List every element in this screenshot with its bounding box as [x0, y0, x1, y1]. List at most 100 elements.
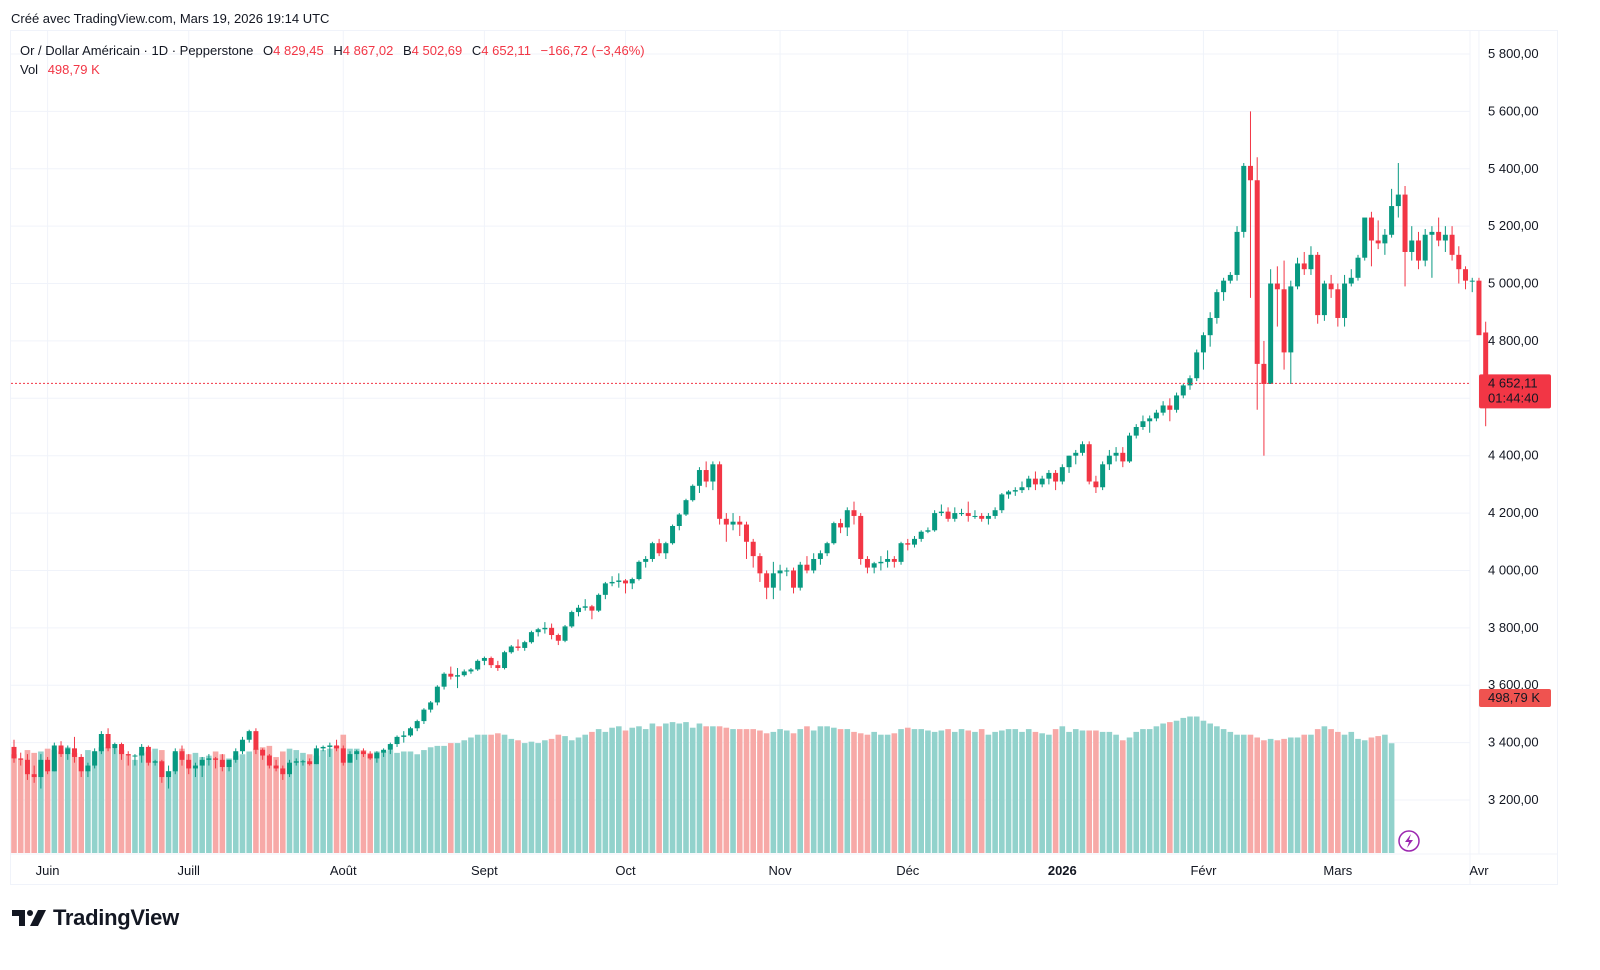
candle-body	[1160, 405, 1166, 413]
candle	[468, 668, 474, 674]
candle	[1100, 461, 1106, 491]
candle-body	[1066, 455, 1072, 468]
volume-bar	[1375, 736, 1381, 853]
candle	[1436, 217, 1442, 247]
candle-body	[455, 675, 461, 677]
volume-bar	[98, 747, 105, 853]
volume-bar	[159, 750, 165, 853]
candle-body	[1059, 467, 1065, 482]
volume-bar	[904, 727, 911, 853]
price-tick-label: 5 800,00	[1488, 46, 1539, 61]
tradingview-logo[interactable]: TradingView	[12, 905, 179, 931]
candle-body	[152, 761, 158, 763]
candle	[1019, 481, 1025, 493]
volume-bar	[51, 750, 58, 853]
candle	[1315, 251, 1321, 324]
candle-body	[287, 762, 293, 775]
candle-body	[1456, 254, 1462, 270]
candle	[1059, 464, 1065, 485]
volume-bar	[125, 755, 132, 853]
volume-bar	[246, 751, 252, 853]
candle	[1032, 471, 1038, 491]
candle	[65, 745, 71, 760]
candle-body	[723, 518, 729, 525]
candle	[1415, 231, 1421, 270]
candle-body	[367, 754, 373, 759]
candle	[952, 507, 958, 522]
candle	[575, 604, 581, 617]
volume-bar	[501, 734, 508, 853]
volume-bar	[380, 751, 387, 853]
candle	[455, 668, 461, 689]
candle	[1402, 185, 1408, 287]
candle-body	[925, 530, 931, 532]
candle-body	[24, 759, 30, 775]
candle-body	[1032, 478, 1038, 485]
volume-bar	[1361, 740, 1368, 853]
volume-bar	[562, 736, 568, 853]
candle-body	[683, 500, 689, 515]
volume-bar	[1214, 726, 1220, 853]
volume-bar	[1106, 731, 1113, 853]
candle	[1053, 470, 1059, 491]
volume-bar	[1207, 723, 1213, 853]
volume-bar	[1274, 740, 1281, 853]
candle-body	[1355, 257, 1361, 278]
candle	[273, 759, 279, 772]
volume-bar	[1234, 734, 1240, 853]
volume-bar	[1099, 731, 1106, 853]
volume-bar	[185, 754, 192, 853]
candle	[1234, 226, 1240, 281]
candle	[502, 650, 508, 670]
volume-bar	[656, 726, 662, 853]
legend-row-price: Or / Dollar Américain · 1D · Pepperstone…	[20, 41, 645, 60]
candle	[582, 599, 588, 611]
candle	[710, 461, 716, 491]
volume-bar	[669, 722, 676, 853]
candle	[1106, 449, 1112, 471]
candle	[972, 510, 978, 519]
volume-bar	[1153, 726, 1160, 853]
price-tick-label: 5 600,00	[1488, 103, 1539, 118]
candle	[1026, 475, 1032, 491]
candle-body	[78, 756, 84, 772]
candle-body	[777, 570, 783, 574]
volume-bar	[71, 752, 78, 853]
volume-bar	[172, 752, 179, 853]
candle	[683, 498, 689, 516]
time-tick-label: Août	[330, 863, 357, 878]
volume-bar	[542, 740, 548, 853]
candle-body	[253, 731, 259, 750]
volume-bar	[1288, 737, 1294, 853]
candle-body	[266, 755, 272, 766]
candle-body	[1234, 231, 1240, 275]
candle	[1140, 415, 1146, 430]
volume-bar	[1187, 716, 1193, 853]
candle	[1247, 111, 1253, 298]
candle	[139, 744, 145, 763]
candle-body	[965, 513, 971, 516]
legend-symbol[interactable]: Or / Dollar Américain · 1D · Pepperstone	[20, 43, 254, 58]
time-tick-label: Déc	[896, 863, 920, 878]
candle-body	[609, 581, 615, 584]
candle	[905, 538, 911, 551]
volume-bar	[367, 752, 373, 853]
volume-bar	[1294, 737, 1301, 853]
candle	[999, 492, 1005, 514]
candle-body	[824, 543, 830, 554]
candle	[1268, 269, 1274, 384]
candle	[186, 754, 192, 775]
candle	[542, 622, 548, 634]
candle	[428, 701, 434, 713]
volume-bar	[784, 730, 790, 853]
lightning-icon[interactable]	[1398, 830, 1420, 852]
candle-body	[817, 553, 823, 559]
volume-bar	[528, 741, 535, 853]
candle	[717, 461, 723, 525]
volume-bar	[1388, 743, 1395, 853]
candle-body	[1167, 405, 1173, 410]
candle-body	[602, 583, 608, 595]
volume-bar	[521, 743, 528, 853]
candle	[495, 660, 501, 671]
